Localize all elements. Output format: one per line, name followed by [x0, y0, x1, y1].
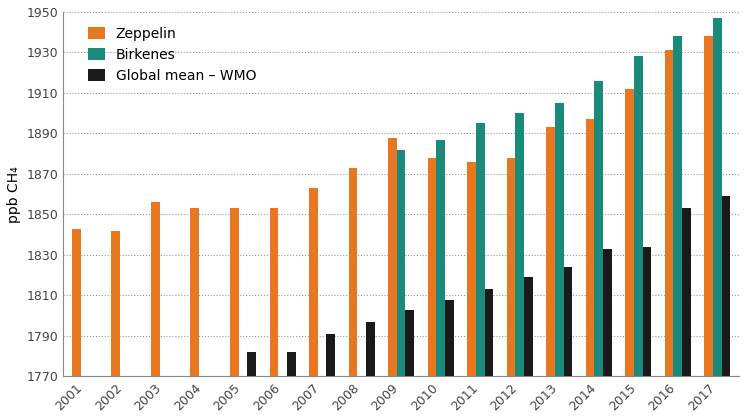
Bar [248, 352, 256, 376]
Bar [485, 289, 493, 376]
Bar [665, 50, 674, 376]
Bar [269, 208, 278, 376]
Bar [230, 208, 239, 376]
Bar [72, 228, 81, 376]
Bar [388, 137, 397, 376]
Bar [586, 119, 595, 376]
Bar [287, 352, 295, 376]
Bar [515, 113, 524, 376]
Y-axis label: ppb CH₄: ppb CH₄ [7, 166, 21, 223]
Bar [704, 36, 713, 376]
Bar [467, 162, 476, 376]
Bar [625, 89, 634, 376]
Legend: Zeppelin, Birkenes, Global mean – WMO: Zeppelin, Birkenes, Global mean – WMO [84, 23, 260, 87]
Bar [309, 188, 318, 376]
Bar [111, 231, 120, 376]
Bar [603, 249, 612, 376]
Bar [546, 127, 555, 376]
Bar [674, 36, 682, 376]
Bar [427, 158, 436, 376]
Bar [682, 208, 691, 376]
Bar [713, 18, 721, 376]
Bar [563, 267, 572, 376]
Bar [476, 123, 485, 376]
Bar [327, 334, 335, 376]
Bar [397, 150, 406, 376]
Bar [190, 208, 199, 376]
Bar [406, 310, 414, 376]
Bar [348, 168, 357, 376]
Bar [507, 158, 515, 376]
Bar [366, 322, 374, 376]
Bar [555, 103, 563, 376]
Bar [642, 247, 651, 376]
Bar [634, 57, 642, 376]
Bar [595, 81, 603, 376]
Bar [524, 277, 533, 376]
Bar [436, 139, 445, 376]
Bar [445, 299, 454, 376]
Bar [721, 196, 730, 376]
Bar [151, 202, 160, 376]
